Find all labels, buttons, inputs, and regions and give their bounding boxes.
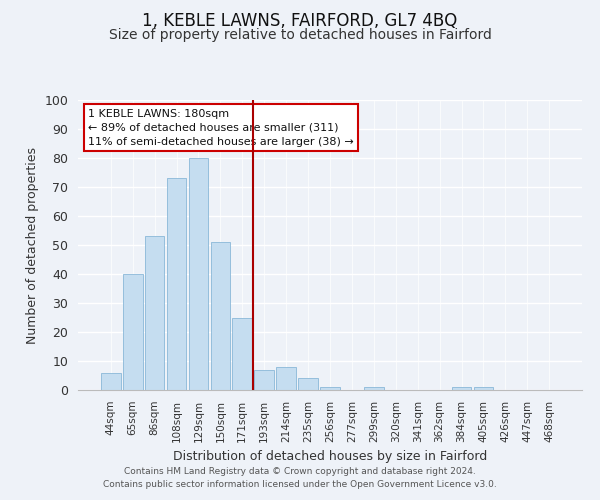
Text: Contains HM Land Registry data © Crown copyright and database right 2024.: Contains HM Land Registry data © Crown c… [124,467,476,476]
Bar [211,242,230,390]
X-axis label: Distribution of detached houses by size in Fairford: Distribution of detached houses by size … [173,450,487,463]
Bar [364,387,384,390]
Bar [167,178,187,390]
Bar [254,370,274,390]
Bar [188,158,208,390]
Bar [123,274,143,390]
Bar [298,378,318,390]
Bar [145,236,164,390]
Text: Size of property relative to detached houses in Fairford: Size of property relative to detached ho… [109,28,491,42]
Text: Contains public sector information licensed under the Open Government Licence v3: Contains public sector information licen… [103,480,497,489]
Bar [232,318,252,390]
Bar [320,387,340,390]
Text: 1, KEBLE LAWNS, FAIRFORD, GL7 4BQ: 1, KEBLE LAWNS, FAIRFORD, GL7 4BQ [142,12,458,30]
Y-axis label: Number of detached properties: Number of detached properties [26,146,39,344]
Bar [276,367,296,390]
Bar [101,372,121,390]
Bar [473,387,493,390]
Bar [452,387,472,390]
Text: 1 KEBLE LAWNS: 180sqm
← 89% of detached houses are smaller (311)
11% of semi-det: 1 KEBLE LAWNS: 180sqm ← 89% of detached … [88,108,354,146]
